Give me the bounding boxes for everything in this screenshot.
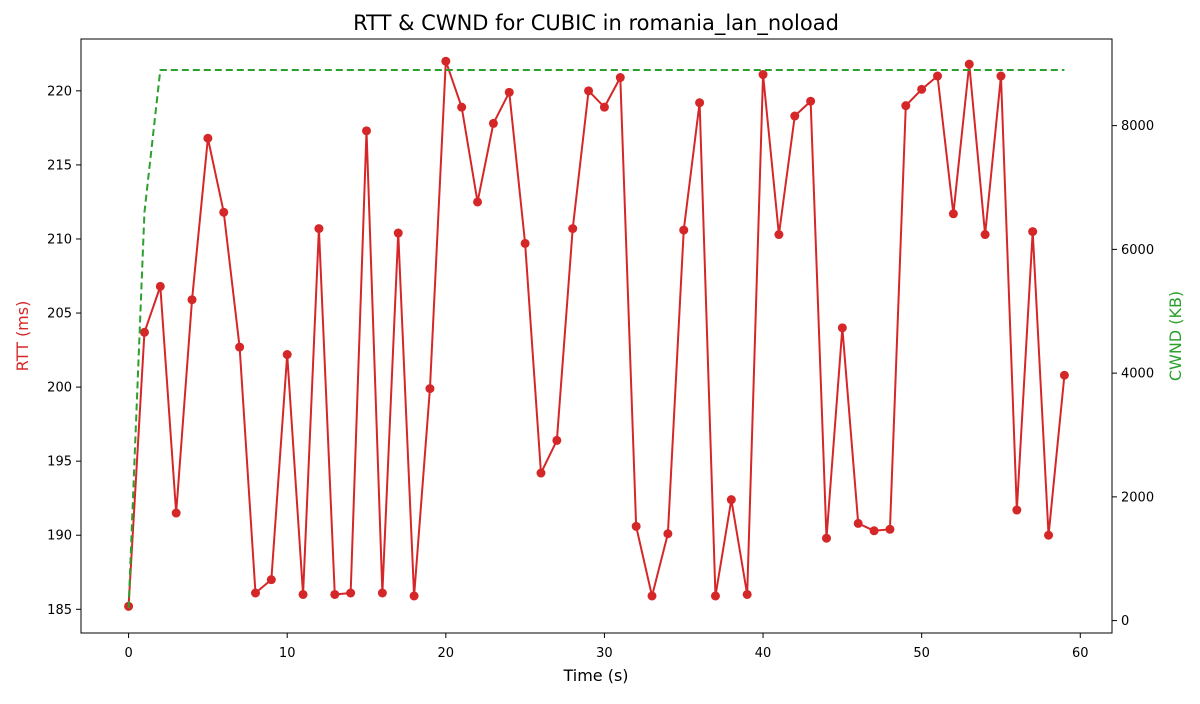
x-axis-label: Time (s) — [562, 666, 628, 685]
rtt-data-point — [742, 589, 752, 599]
rtt-data-point — [885, 524, 895, 534]
y-left-tick-label: 200 — [47, 381, 72, 396]
rtt-data-point — [314, 224, 324, 234]
rtt-data-point — [155, 281, 165, 291]
y-right-tick-label: 6000 — [1121, 243, 1154, 258]
rtt-data-point — [171, 508, 181, 518]
y-axis-label-left: RTT (ms) — [13, 301, 32, 372]
cwnd-series-line — [127, 68, 1065, 609]
rtt-data-point — [520, 238, 530, 248]
rtt-data-point — [853, 518, 863, 528]
rtt-series-line — [127, 60, 1066, 607]
rtt-data-point — [409, 591, 419, 601]
rtt-data-point — [250, 588, 260, 598]
rtt-data-point — [695, 98, 705, 108]
plot-area — [124, 56, 1069, 611]
rtt-data-point — [393, 228, 403, 238]
x-tick-label: 10 — [279, 646, 296, 661]
rtt-data-point — [568, 224, 578, 234]
rtt-data-point — [282, 350, 292, 360]
rtt-data-point — [235, 342, 245, 352]
rtt-data-point — [996, 71, 1006, 81]
rtt-data-point — [488, 118, 498, 128]
rtt-data-point — [948, 209, 958, 219]
rtt-data-point — [980, 230, 990, 240]
rtt-data-point — [758, 70, 768, 80]
rtt-data-point — [473, 197, 483, 207]
rtt-data-point — [330, 589, 340, 599]
rtt-data-point — [1028, 227, 1038, 237]
rtt-data-point — [615, 73, 625, 83]
rtt-data-point — [139, 327, 149, 337]
y-right-tick-label: 2000 — [1121, 490, 1154, 505]
rtt-data-point — [504, 87, 514, 97]
rtt-data-point — [964, 59, 974, 69]
rtt-data-point — [203, 133, 213, 143]
y-left-tick-label: 185 — [47, 603, 72, 618]
chart-title: RTT & CWND for CUBIC in romania_lan_nolo… — [353, 11, 839, 36]
rtt-data-point — [631, 521, 641, 531]
x-tick-label: 30 — [596, 646, 613, 661]
y-left-tick-label: 205 — [47, 307, 72, 322]
rtt-data-point — [917, 84, 927, 94]
rtt-data-point — [774, 230, 784, 240]
axis-ticks: 0 10 20 30 40 50 60 185 190 195 200 205 210 215 220 0 20… — [47, 84, 1154, 661]
rtt-data-point — [219, 207, 229, 217]
rtt-data-point — [1044, 530, 1054, 540]
rtt-data-point — [790, 111, 800, 121]
rtt-data-point — [901, 101, 911, 111]
rtt-data-point — [187, 295, 197, 305]
rtt-data-point — [536, 468, 546, 478]
y-right-tick-label: 8000 — [1121, 119, 1154, 134]
rtt-data-point — [425, 384, 435, 394]
rtt-data-point — [1059, 370, 1069, 380]
rtt-data-point — [1012, 505, 1022, 515]
rtt-data-point — [441, 56, 451, 66]
y-left-tick-label: 220 — [47, 84, 72, 99]
rtt-data-point — [647, 591, 657, 601]
rtt-data-point — [710, 591, 720, 601]
rtt-data-point — [552, 435, 562, 445]
plot-frame — [80, 38, 1113, 634]
rtt-data-point — [377, 588, 387, 598]
rtt-data-point — [679, 225, 689, 235]
rtt-data-point — [346, 588, 356, 598]
y-right-tick-label: 0 — [1121, 614, 1129, 629]
y-left-tick-label: 215 — [47, 158, 72, 173]
rtt-data-point — [457, 102, 467, 112]
rtt-data-point — [266, 575, 276, 585]
y-left-tick-label: 210 — [47, 232, 72, 247]
rtt-data-point — [869, 526, 879, 536]
x-tick-label: 20 — [438, 646, 455, 661]
rtt-data-point — [584, 86, 594, 96]
x-tick-label: 0 — [124, 646, 132, 661]
rtt-data-point — [806, 96, 816, 106]
rtt-data-point — [663, 529, 673, 539]
y-left-tick-label: 195 — [47, 455, 72, 470]
y-axis-label-right: CWND (KB) — [1166, 291, 1185, 381]
x-tick-label: 60 — [1072, 646, 1089, 661]
rtt-data-point — [298, 589, 308, 599]
rtt-data-point — [933, 71, 943, 81]
x-tick-label: 40 — [755, 646, 772, 661]
rtt-data-point — [599, 102, 609, 112]
x-tick-label: 50 — [913, 646, 930, 661]
rtt-data-point — [837, 323, 847, 333]
rtt-data-point — [362, 126, 372, 136]
rtt-data-point — [821, 533, 831, 543]
y-left-tick-label: 190 — [47, 529, 72, 544]
y-right-tick-label: 4000 — [1121, 367, 1154, 382]
rtt-data-point — [726, 495, 736, 505]
